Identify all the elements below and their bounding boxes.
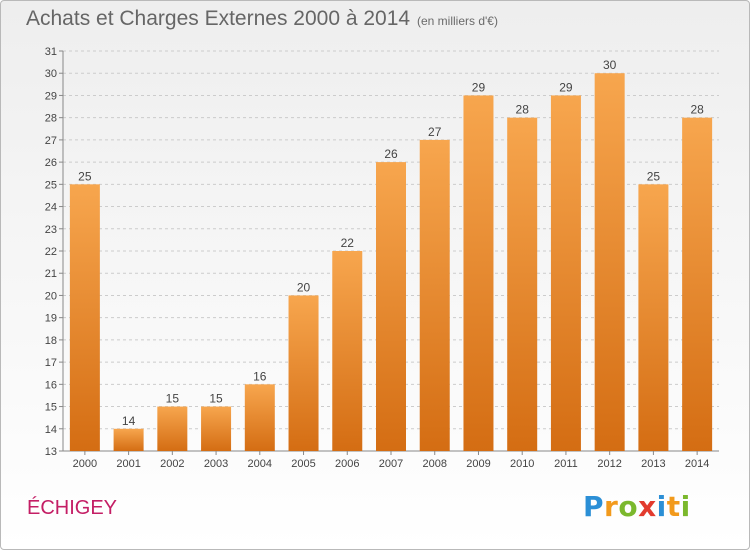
chart-subtitle: (en milliers d'€) [417, 14, 498, 28]
logo-letter: x [638, 490, 657, 523]
y-axis-ticks: 13 14 15 16 17 18 19 20 21 22 23 24 25 26 27 28 29 30 31 [45, 46, 57, 458]
logo-letter: i [680, 490, 691, 523]
x-tick-label: 2008 [422, 458, 446, 470]
x-tick-label: 2005 [291, 458, 315, 470]
y-tick-label: 18 [45, 335, 57, 347]
logo-letter: P [583, 490, 605, 523]
y-tick-label: 26 [45, 157, 57, 169]
y-tick-label: 24 [45, 202, 57, 214]
bar-2001 [113, 428, 144, 451]
bars [69, 73, 713, 452]
y-tick-label: 19 [45, 313, 57, 325]
x-tick-label: 2006 [335, 458, 359, 470]
data-label: 28 [516, 103, 530, 117]
logo-letter: o [618, 490, 639, 523]
proxiti-logo: Proxiti [583, 490, 691, 523]
y-tick-label: 28 [45, 113, 57, 125]
data-label: 26 [384, 147, 398, 161]
y-tick-label: 16 [45, 379, 57, 391]
bar-2013 [638, 184, 669, 452]
x-tick-label: 2000 [73, 458, 97, 470]
x-tick-label: 2012 [597, 458, 621, 470]
bar-2005 [288, 295, 319, 451]
y-tick-label: 22 [45, 246, 57, 258]
logo-letter: r [604, 490, 619, 523]
logo-letter: t [666, 490, 681, 523]
bar-2010 [507, 117, 538, 452]
x-tick-label: 2001 [116, 458, 140, 470]
bar-2009 [463, 95, 494, 451]
data-label: 30 [603, 58, 617, 72]
bar-2003 [201, 406, 232, 451]
y-tick-label: 21 [45, 268, 57, 280]
commune-name: ÉCHIGEY [27, 497, 118, 519]
data-label: 15 [166, 392, 180, 406]
data-label: 16 [253, 369, 267, 383]
x-tick-label: 2011 [554, 458, 578, 470]
y-tick-label: 20 [45, 290, 57, 302]
data-label: 14 [122, 414, 136, 428]
data-label: 20 [297, 280, 311, 294]
x-axis-ticks: 2000 2001 2002 2003 2004 2005 2006 2007 2008 2009… [73, 458, 710, 470]
data-label: 25 [647, 169, 661, 183]
y-tick-label: 15 [45, 402, 57, 414]
y-tick-label: 25 [45, 179, 57, 191]
y-tick-label: 17 [45, 357, 57, 369]
data-label: 28 [690, 103, 704, 117]
x-tick-label: 2004 [248, 458, 272, 470]
y-tick-label: 14 [45, 424, 57, 436]
data-label: 29 [559, 80, 573, 94]
data-label: 27 [428, 125, 442, 139]
y-tick-label: 13 [45, 446, 57, 458]
x-tick-label: 2014 [685, 458, 709, 470]
y-tick-label: 23 [45, 224, 57, 236]
x-tick-label: 2007 [379, 458, 403, 470]
bar-2011 [550, 95, 581, 451]
bar-2007 [376, 162, 406, 451]
x-tick-label: 2013 [641, 458, 665, 470]
data-labels: 25 14 15 15 16 20 22 26 27 29 28 29 30 25 28 [78, 58, 704, 428]
y-tick-label: 31 [45, 46, 57, 58]
x-tick-label: 2010 [510, 458, 534, 470]
data-label: 25 [78, 169, 92, 183]
x-tick-label: 2002 [160, 458, 184, 470]
bar-2000 [69, 184, 100, 452]
y-tick-label: 30 [45, 68, 57, 80]
data-label: 22 [341, 236, 355, 250]
bar-2008 [419, 139, 450, 451]
logo-letter: i [656, 490, 667, 523]
y-tick-label: 29 [45, 90, 57, 102]
chart-title: Achats et Charges Externes 2000 à 2014 [26, 7, 411, 30]
bar-2002 [157, 406, 188, 451]
x-tick-label: 2009 [466, 458, 490, 470]
y-tick-label: 27 [45, 135, 57, 147]
bar-2014 [682, 117, 713, 452]
bar-2012 [594, 73, 625, 451]
x-tick-label: 2003 [204, 458, 228, 470]
bar-2006 [332, 251, 363, 451]
data-label: 15 [209, 392, 223, 406]
data-label: 29 [472, 80, 486, 94]
bar-2004 [244, 384, 275, 451]
